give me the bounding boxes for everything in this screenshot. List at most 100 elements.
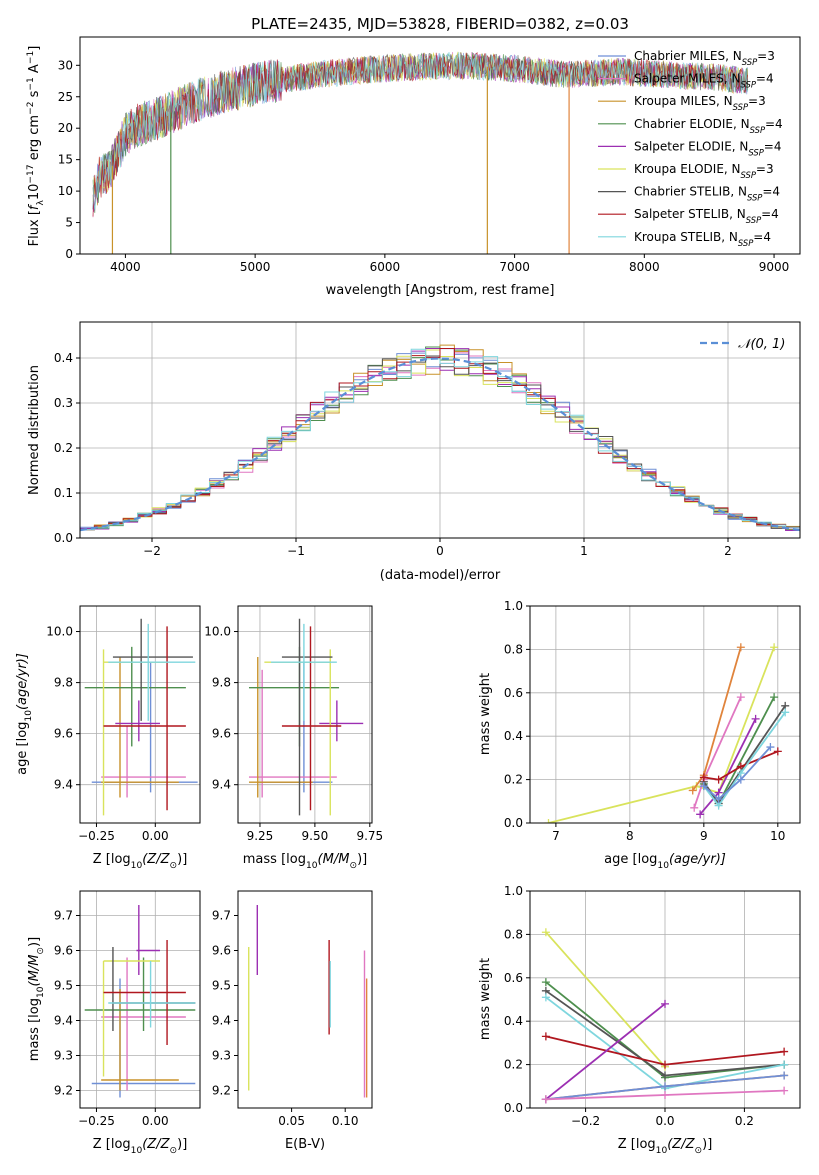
axes-frame bbox=[79, 36, 801, 255]
y-tick-label: 1.0 bbox=[504, 599, 523, 613]
y-tick-label: 0.0 bbox=[504, 816, 523, 830]
axes-frame bbox=[79, 605, 201, 824]
y-tick-label: 0.2 bbox=[504, 1058, 523, 1072]
y-tick-label: 0.4 bbox=[504, 1014, 523, 1028]
y-tick-label: 20 bbox=[58, 121, 73, 135]
weight-z-marks bbox=[541, 928, 789, 1104]
weight-marker bbox=[736, 643, 745, 652]
legend-label: Chabrier ELODIE, NSSP=4 bbox=[634, 117, 783, 135]
y-tick-label: 0.6 bbox=[504, 686, 523, 700]
y-tick-label: 10.0 bbox=[46, 625, 73, 639]
weight-marker bbox=[699, 773, 708, 782]
mass-z-axes: −0.25 0.00 9.2 9.3 9.4 9.5 9.6 9.7 Z [log10(Z/Z⊙… bbox=[27, 890, 201, 1156]
figure-title: PLATE=2435, MJD=53828, FIBERID=0382, z=0… bbox=[251, 15, 629, 33]
y-tick-label: 15 bbox=[58, 153, 73, 167]
legend-label: Salpeter MILES, NSSP=4 bbox=[634, 72, 774, 90]
y-tick-label: 9.8 bbox=[54, 676, 73, 690]
weight-marker bbox=[770, 693, 779, 702]
weight-marker bbox=[770, 643, 779, 652]
y-tick-label: 9.6 bbox=[54, 944, 73, 958]
weight-marker bbox=[781, 708, 790, 717]
weight-marker bbox=[766, 743, 775, 752]
mass-ebv-axes: 0.05 0.10 9.2 9.3 9.4 9.5 9.6 9.7 E(B-V) bbox=[212, 890, 373, 1152]
weight-marker bbox=[780, 1086, 789, 1095]
y-tick-label: 9.2 bbox=[54, 1084, 73, 1098]
axes-frame bbox=[529, 605, 801, 824]
x-tick-label: 8000 bbox=[629, 260, 660, 274]
weight-marker bbox=[544, 819, 553, 823]
weight-line-chabrier-miles bbox=[703, 746, 772, 801]
weight-marker bbox=[780, 1047, 789, 1056]
y-tick-label: 9.4 bbox=[54, 1014, 73, 1028]
weight-marker bbox=[661, 1090, 669, 1099]
age-mass-marks bbox=[248, 618, 364, 816]
x-tick-label: 0.10 bbox=[332, 1114, 359, 1128]
x-tick-label: 10 bbox=[770, 829, 785, 843]
mass-z-marks bbox=[84, 905, 196, 1098]
weight-marker bbox=[661, 1071, 669, 1080]
x-tick-label: 7 bbox=[552, 829, 560, 843]
y-tick-label: 0.3 bbox=[54, 396, 73, 410]
x-tick-label: 7000 bbox=[499, 260, 530, 274]
y-tick-label: 0.4 bbox=[504, 729, 523, 743]
x-axis-label: Z [log10(Z/Z⊙)] bbox=[618, 1137, 713, 1156]
x-tick-label: 0.2 bbox=[735, 1114, 754, 1128]
x-tick-label: 9000 bbox=[759, 260, 790, 274]
weight-marker bbox=[751, 714, 760, 723]
spectrum-axes: 4000 5000 6000 7000 8000 9000 0 5 10 15 20 25 30 wave… bbox=[26, 36, 801, 298]
residual-lines bbox=[80, 344, 800, 534]
y-tick-label: 0.8 bbox=[504, 927, 523, 941]
y-tick-label: 9.7 bbox=[54, 909, 73, 923]
y-tick-label: 10 bbox=[58, 184, 73, 198]
residual-axes: −2 −1 0 1 2 0.0 0.1 0.2 0.3 0.4 (data-model)/error… bbox=[27, 321, 801, 583]
x-axis-label: Z [log10(Z/Z⊙)] bbox=[93, 852, 188, 871]
y-tick-label: 0 bbox=[65, 247, 73, 261]
axes-frame bbox=[529, 890, 801, 1109]
weight-marker bbox=[736, 775, 745, 784]
y-tick-label: 9.4 bbox=[212, 778, 231, 792]
y-tick-label: 9.8 bbox=[212, 676, 231, 690]
y-axis-label: mass weight bbox=[478, 958, 493, 1040]
y-tick-label: 9.5 bbox=[212, 979, 231, 993]
axes-frame bbox=[237, 890, 373, 1109]
x-tick-label: 9 bbox=[700, 829, 708, 843]
x-tick-label: 9.75 bbox=[356, 829, 383, 843]
x-tick-label: −0.25 bbox=[78, 829, 115, 843]
legend-label: Kroupa STELIB, NSSP=4 bbox=[634, 230, 771, 248]
spectrum-line-kroupa-stelib bbox=[92, 52, 749, 210]
y-tick-label: 0.1 bbox=[54, 486, 73, 500]
y-tick-label: 9.3 bbox=[54, 1049, 73, 1063]
weight-marker bbox=[714, 795, 723, 804]
y-tick-label: 9.5 bbox=[54, 979, 73, 993]
x-tick-label: −0.25 bbox=[78, 1114, 115, 1128]
x-axis-label: mass [log10(M/M⊙)] bbox=[243, 852, 367, 871]
y-tick-label: 5 bbox=[65, 216, 73, 230]
x-axis-label: wavelength [Angstrom, rest frame] bbox=[326, 283, 555, 298]
weight-marker bbox=[736, 693, 745, 702]
x-tick-label: 0.05 bbox=[278, 1114, 305, 1128]
legend-label: Chabrier STELIB, NSSP=4 bbox=[634, 185, 780, 203]
legend-label: Chabrier MILES, NSSP=3 bbox=[634, 49, 775, 67]
y-tick-label: 9.3 bbox=[212, 1049, 231, 1063]
normal-curve bbox=[80, 357, 800, 532]
weight-z-axes: −0.2 0.0 0.2 0.0 0.2 0.4 0.6 0.8 1.0 Z [log10(Z/Z… bbox=[478, 884, 801, 1156]
weight-marker bbox=[696, 810, 705, 819]
y-tick-label: 9.2 bbox=[212, 1084, 231, 1098]
weight-marker bbox=[541, 1032, 550, 1041]
y-axis-label: age [log10(age/yr)] bbox=[15, 653, 34, 775]
weight-marker bbox=[714, 775, 723, 784]
weight-line-kroupa-miles-bold bbox=[691, 646, 742, 792]
y-axis-label: Normed distribution bbox=[27, 365, 42, 495]
y-tick-label: 9.4 bbox=[212, 1014, 231, 1028]
weight-marker bbox=[699, 782, 708, 791]
x-tick-label: 5000 bbox=[240, 260, 271, 274]
weight-marker bbox=[690, 803, 699, 812]
x-tick-label: 6000 bbox=[370, 260, 401, 274]
x-axis-label: age [log10(age/yr)] bbox=[604, 852, 726, 871]
age-mass-axes: 9.25 9.50 9.75 9.4 9.6 9.8 10.0 mass [log10(M/M… bbox=[204, 605, 383, 871]
mass-ebv-marks bbox=[248, 905, 368, 1098]
y-tick-label: 9.6 bbox=[212, 727, 231, 741]
histogram-step-salpeter-stelib bbox=[80, 348, 800, 531]
x-tick-label: 0.00 bbox=[142, 829, 169, 843]
